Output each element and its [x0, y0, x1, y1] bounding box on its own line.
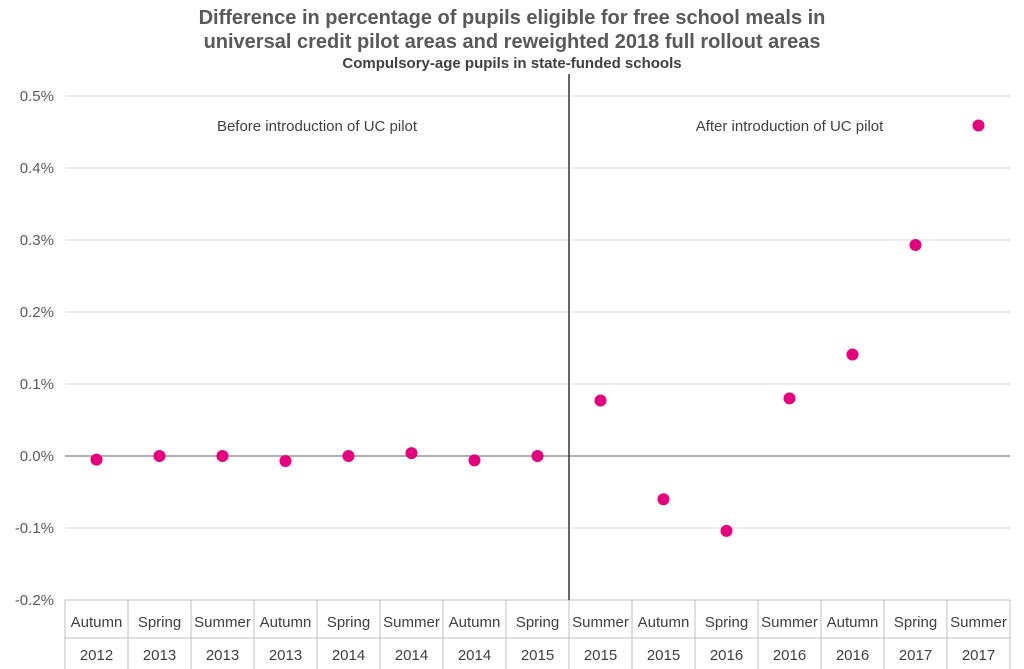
data-point: [279, 455, 292, 468]
y-tick-label: 0.2%: [20, 304, 54, 321]
data-point: [909, 239, 922, 252]
chart-subtitle: Compulsory-age pupils in state-funded sc…: [342, 55, 682, 72]
y-tick-label: -0.1%: [15, 520, 54, 537]
x-tick-label-term: Autumn: [449, 614, 501, 631]
data-point: [846, 348, 859, 361]
x-tick-label-term: Spring: [138, 614, 181, 631]
x-tick-label-year: 2014: [395, 647, 428, 664]
x-tick-label-term: Summer: [950, 614, 1007, 631]
data-point: [216, 450, 229, 462]
gridlines: [65, 95, 1010, 529]
x-tick-label-year: 2016: [836, 647, 869, 664]
x-tick-label-term: Autumn: [827, 614, 879, 631]
x-tick-label-year: 2013: [206, 647, 239, 664]
x-tick-label-year: 2015: [647, 647, 680, 664]
y-tick-label: 0.1%: [20, 376, 54, 393]
x-tick-label-term: Autumn: [260, 614, 312, 631]
data-point: [657, 493, 670, 506]
x-tick-label-year: 2014: [458, 647, 491, 664]
data-point: [405, 447, 418, 460]
y-tick-label: 0.0%: [20, 448, 54, 465]
x-tick-label-term: Summer: [383, 614, 440, 631]
x-tick-label-term: Spring: [705, 614, 748, 631]
data-point: [972, 119, 985, 132]
x-tick-label-term: Spring: [327, 614, 370, 631]
chart-title-line-1: Difference in percentage of pupils eligi…: [198, 7, 826, 29]
x-tick-label-year: 2017: [899, 647, 932, 664]
x-tick-label-term: Summer: [572, 614, 629, 631]
x-tick-label-term: Autumn: [638, 614, 690, 631]
data-point: [783, 392, 796, 405]
y-tick-label: 0.3%: [20, 232, 54, 249]
annotation-before-pilot: Before introduction of UC pilot: [217, 118, 418, 135]
x-tick-label-year: 2016: [773, 647, 806, 664]
data-points: [90, 119, 985, 537]
x-tick-label-term: Autumn: [71, 614, 123, 631]
chart-title-block: Difference in percentage of pupils eligi…: [0, 6, 1024, 73]
x-tick-label-year: 2012: [80, 647, 113, 664]
data-point: [90, 453, 103, 466]
y-tick-label: 0.4%: [20, 160, 54, 177]
data-point: [594, 394, 607, 407]
y-tick-label: 0.5%: [20, 88, 54, 105]
y-tick-label: -0.2%: [15, 592, 54, 609]
annotations: Before introduction of UC pilot After int…: [217, 118, 884, 135]
x-tick-label-term: Spring: [894, 614, 937, 631]
x-axis: Autumn 2012 Spring 2013 Summer 2013 Autumn 2013…: [64, 599, 1011, 669]
x-tick-label-year: 2014: [332, 647, 365, 664]
x-tick-label-year: 2017: [962, 647, 995, 664]
data-point: [468, 454, 481, 467]
x-tick-label-year: 2013: [143, 647, 176, 664]
y-axis-tick-labels: -0.2% -0.1% 0.0% 0.1% 0.2% 0.3% 0.4% 0.5%: [15, 88, 54, 609]
annotation-after-pilot: After introduction of UC pilot: [696, 118, 884, 135]
x-tick-label-term: Summer: [761, 614, 818, 631]
x-tick-label-year: 2015: [521, 647, 554, 664]
data-point: [720, 524, 733, 537]
x-tick-label-year: 2016: [710, 647, 743, 664]
data-point: [531, 450, 544, 462]
x-tick-label-year: 2015: [584, 647, 617, 664]
data-point: [342, 450, 355, 462]
data-point: [153, 450, 166, 462]
x-tick-label-term: Summer: [194, 614, 251, 631]
chart-title-line-2: universal credit pilot areas and reweigh…: [203, 31, 821, 53]
x-tick-label-term: Spring: [516, 614, 559, 631]
x-tick-label-year: 2013: [269, 647, 302, 664]
